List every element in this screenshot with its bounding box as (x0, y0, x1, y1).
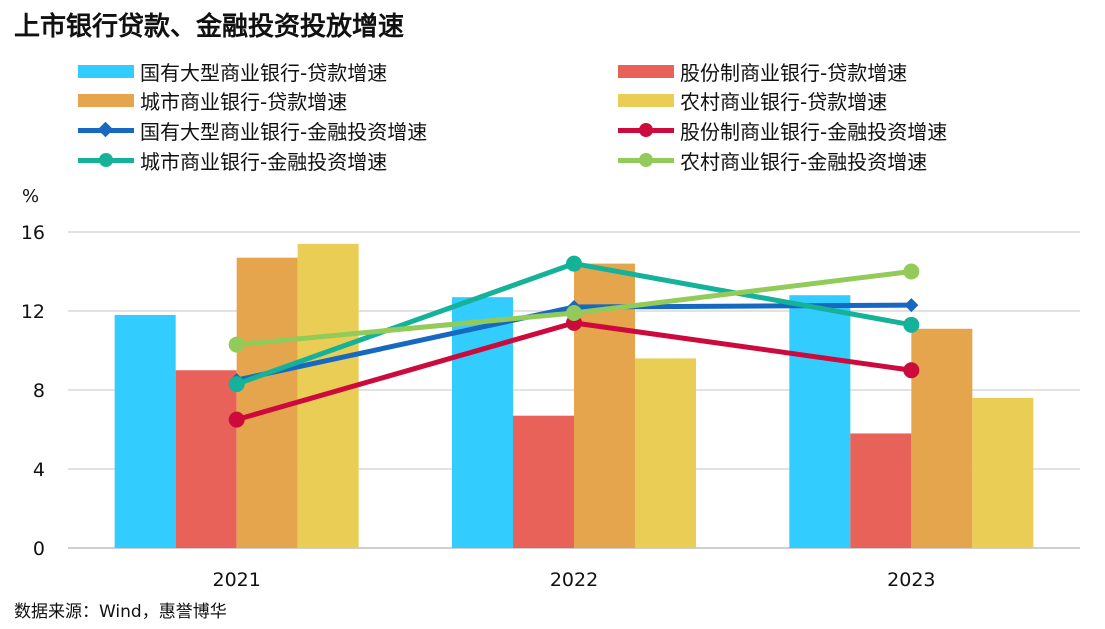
data-point (228, 336, 245, 353)
y-tick-label: 0 (33, 538, 45, 560)
y-tick-label: 8 (33, 380, 45, 402)
bar (850, 433, 912, 548)
source-note: 数据来源：Wind，惠誉博华 (14, 602, 227, 622)
y-tick-label: 12 (21, 301, 45, 323)
y-axis-unit: % (22, 186, 40, 207)
bar (635, 358, 696, 548)
y-tick-label: 16 (21, 222, 45, 244)
bar (911, 328, 973, 548)
x-tick-label: 2021 (212, 569, 260, 591)
x-tick-label: 2022 (550, 569, 598, 591)
data-point (228, 411, 245, 428)
bar (789, 295, 851, 548)
chart-title: 上市银行贷款、金融投资投放增速 (14, 12, 405, 42)
y-tick-label: 4 (33, 459, 45, 481)
bar (513, 415, 574, 548)
data-point (228, 376, 245, 393)
data-point (903, 316, 920, 333)
data-point (903, 263, 920, 280)
data-point (904, 298, 919, 313)
bar (175, 370, 237, 548)
bar (972, 397, 1034, 548)
bar (114, 314, 176, 548)
data-point (566, 304, 582, 321)
bar (452, 297, 513, 548)
x-tick-label: 2023 (887, 569, 935, 591)
data-point (903, 362, 920, 379)
data-point (566, 255, 582, 272)
